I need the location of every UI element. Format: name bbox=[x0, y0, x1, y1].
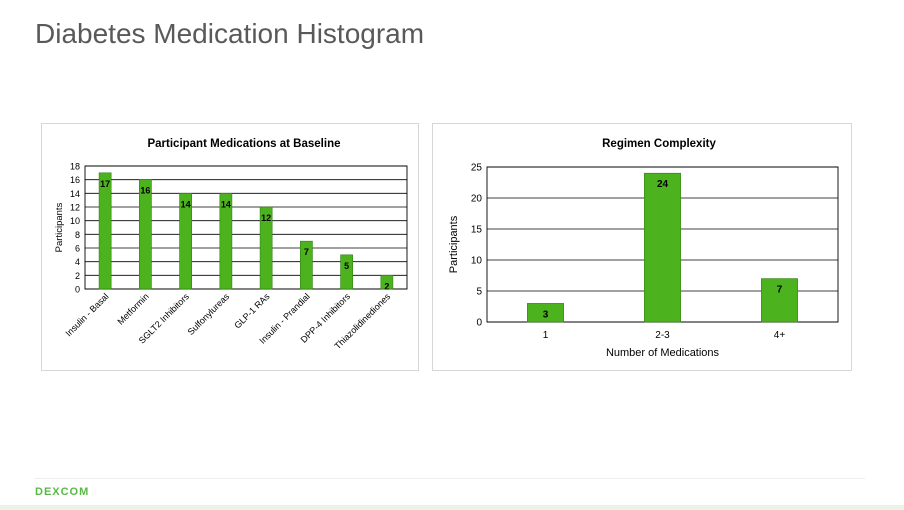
regimen-bar-chart: Regimen Complexity 0 5 10 15 20 25 3 1 24 2-3 7 4+ Pa… bbox=[448, 138, 839, 359]
x-tick-label: Metformin bbox=[115, 291, 150, 326]
chart-title: Regimen Complexity bbox=[602, 138, 716, 150]
footer-divider bbox=[35, 478, 865, 479]
y-tick-label: 8 bbox=[75, 230, 80, 240]
bar bbox=[139, 179, 152, 290]
slide-title: Diabetes Medication Histogram bbox=[35, 18, 425, 49]
data-label: 7 bbox=[777, 285, 783, 296]
x-axis-label: Number of Medications bbox=[606, 347, 720, 359]
y-axis-label: Participants bbox=[54, 202, 65, 252]
data-label: 12 bbox=[261, 213, 271, 223]
y-tick-label: 2 bbox=[75, 271, 80, 281]
data-label: 17 bbox=[100, 179, 110, 189]
y-tick-label: 15 bbox=[471, 225, 483, 236]
x-tick-label: 4+ bbox=[774, 330, 786, 341]
y-tick-label: 0 bbox=[476, 318, 482, 329]
y-tick-label: 25 bbox=[471, 163, 483, 174]
chart-title: Participant Medications at Baseline bbox=[147, 138, 340, 150]
bar bbox=[179, 193, 192, 290]
bar bbox=[380, 275, 394, 290]
y-tick-label: 0 bbox=[75, 285, 80, 295]
x-tick-label: 2-3 bbox=[655, 330, 670, 341]
bar bbox=[219, 193, 233, 290]
y-tick-label: 4 bbox=[75, 257, 80, 267]
y-tick-label: 10 bbox=[471, 256, 483, 267]
data-label: 3 bbox=[543, 309, 549, 320]
bar bbox=[644, 172, 681, 323]
bar bbox=[259, 206, 273, 290]
data-label: 16 bbox=[140, 186, 150, 196]
y-tick-label: 10 bbox=[70, 216, 80, 226]
x-tick-label: GLP-1 RAs bbox=[232, 291, 272, 331]
x-tick-label: 1 bbox=[543, 330, 549, 341]
bar bbox=[761, 278, 798, 323]
data-label: 7 bbox=[304, 247, 309, 257]
bottom-accent-strip bbox=[0, 505, 904, 510]
x-tick-label: Sulfonylureas bbox=[186, 291, 232, 337]
data-label: 14 bbox=[181, 199, 191, 209]
y-axis-label: Participants bbox=[448, 215, 460, 273]
y-tick-label: 5 bbox=[476, 287, 482, 298]
data-label: 24 bbox=[657, 179, 669, 190]
data-label: 5 bbox=[344, 261, 349, 271]
dexcom-logo: DEXCOM bbox=[35, 486, 90, 498]
data-label: 2 bbox=[384, 281, 389, 291]
data-label: 14 bbox=[221, 199, 231, 209]
bar bbox=[527, 303, 564, 323]
y-tick-label: 14 bbox=[70, 189, 80, 199]
medications-chart-panel: Participant Medications at Baseline 0 2 4 6 8… bbox=[41, 123, 419, 371]
bar bbox=[340, 254, 353, 290]
y-tick-label: 12 bbox=[70, 203, 80, 213]
plot-area-frame bbox=[84, 165, 408, 290]
x-tick-label: Insulin - Basal bbox=[63, 291, 110, 338]
regimen-chart-panel: Regimen Complexity 0 5 10 15 20 25 3 1 24 2-3 7 4+ Pa… bbox=[432, 123, 852, 371]
medications-bar-chart: Participant Medications at Baseline 0 2 4 6 8… bbox=[54, 138, 408, 351]
y-tick-label: 18 bbox=[70, 162, 80, 172]
y-tick-label: 20 bbox=[471, 194, 483, 205]
bar bbox=[98, 172, 112, 290]
y-tick-label: 16 bbox=[70, 175, 80, 185]
y-tick-label: 6 bbox=[75, 244, 80, 254]
bar bbox=[300, 240, 313, 290]
